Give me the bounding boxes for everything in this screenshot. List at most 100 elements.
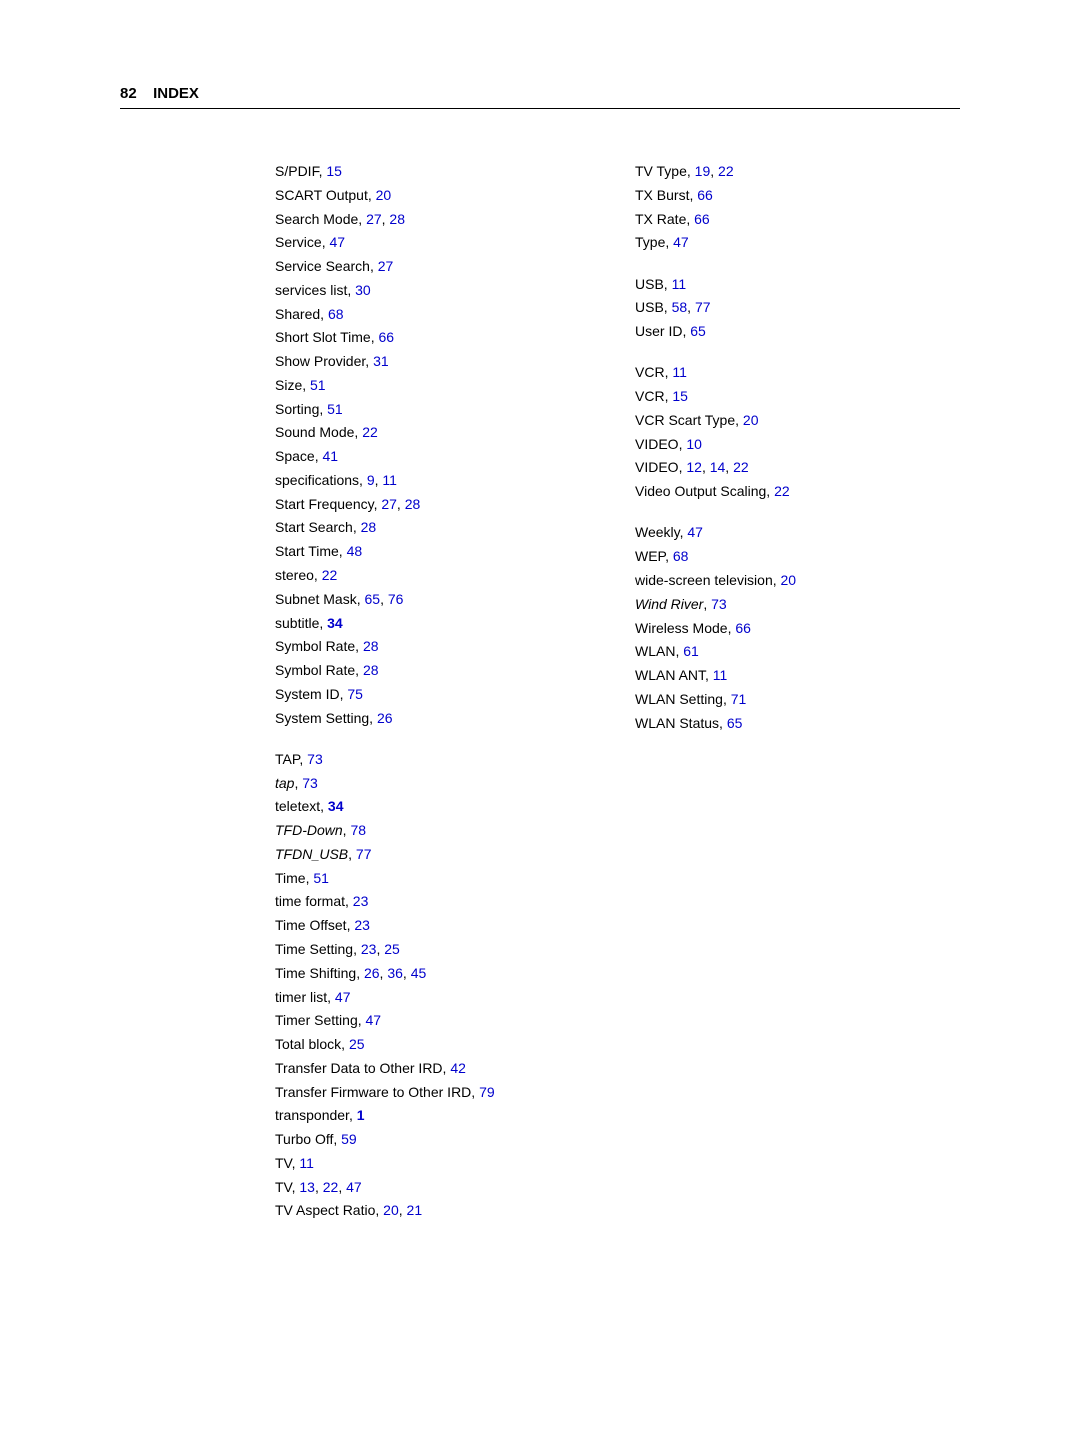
page-ref[interactable]: 22 — [323, 1179, 339, 1195]
page-ref[interactable]: 11 — [672, 276, 687, 292]
page-ref[interactable]: 10 — [686, 436, 702, 452]
separator: , — [333, 1131, 341, 1147]
page-ref[interactable]: 25 — [384, 941, 400, 957]
index-term: Wind River — [635, 596, 703, 612]
page-ref[interactable]: 23 — [361, 941, 377, 957]
page-ref[interactable]: 65 — [727, 715, 743, 731]
page-ref[interactable]: 26 — [364, 965, 380, 981]
page-ref[interactable]: 20 — [376, 187, 392, 203]
page-ref[interactable]: 15 — [326, 163, 342, 179]
page-ref[interactable]: 20 — [781, 572, 797, 588]
page-ref[interactable]: 73 — [307, 751, 323, 767]
page-ref[interactable]: 22 — [362, 424, 378, 440]
page-ref[interactable]: 47 — [346, 1179, 362, 1195]
page-ref[interactable]: 27 — [366, 211, 382, 227]
index-entry: S/PDIF, 15 — [275, 161, 615, 182]
separator: , — [399, 1202, 407, 1218]
page-ref[interactable]: 51 — [313, 870, 329, 886]
page-ref[interactable]: 73 — [711, 596, 727, 612]
page-ref[interactable]: 48 — [347, 543, 363, 559]
index-entry: subtitle, 34 — [275, 613, 615, 634]
page-ref[interactable]: 47 — [329, 234, 345, 250]
page-ref[interactable]: 22 — [322, 567, 338, 583]
page-ref[interactable]: 47 — [673, 234, 689, 250]
index-entry: services list, 30 — [275, 280, 615, 301]
page-ref[interactable]: 71 — [731, 691, 747, 707]
page-ref[interactable]: 27 — [381, 496, 397, 512]
page-ref[interactable]: 66 — [697, 187, 713, 203]
index-term: VCR — [635, 364, 665, 380]
page-ref[interactable]: 41 — [322, 448, 338, 464]
page-ref[interactable]: 42 — [450, 1060, 466, 1076]
page-ref[interactable]: 51 — [310, 377, 326, 393]
page-ref[interactable]: 58 — [672, 299, 688, 315]
page-ref[interactable]: 20 — [383, 1202, 399, 1218]
page-ref[interactable]: 23 — [354, 917, 370, 933]
page-ref[interactable]: 14 — [710, 459, 726, 475]
page-ref[interactable]: 22 — [774, 483, 790, 499]
page-ref[interactable]: 45 — [411, 965, 427, 981]
separator: , — [375, 1202, 383, 1218]
separator: , — [380, 591, 388, 607]
page-ref[interactable]: 77 — [695, 299, 711, 315]
index-entry: Service Search, 27 — [275, 256, 615, 277]
page-ref[interactable]: 47 — [335, 989, 351, 1005]
page-ref[interactable]: 19 — [695, 163, 711, 179]
page-ref[interactable]: 11 — [713, 667, 728, 683]
page-ref[interactable]: 65 — [690, 323, 706, 339]
page-ref[interactable]: 9 — [367, 472, 375, 488]
page-ref[interactable]: 28 — [405, 496, 421, 512]
page-ref[interactable]: 31 — [373, 353, 389, 369]
page-ref[interactable]: 22 — [733, 459, 749, 475]
page-ref[interactable]: 47 — [366, 1012, 382, 1028]
index-entry: tap, 73 — [275, 773, 615, 794]
page-ref[interactable]: 51 — [327, 401, 343, 417]
page-ref[interactable]: 68 — [328, 306, 344, 322]
page-ref[interactable]: 36 — [387, 965, 403, 981]
page-ref[interactable]: 25 — [349, 1036, 365, 1052]
index-term: stereo — [275, 567, 314, 583]
page-ref[interactable]: 59 — [341, 1131, 357, 1147]
page-ref[interactable]: 13 — [299, 1179, 315, 1195]
page-ref[interactable]: 34 — [328, 798, 344, 814]
index-term: S/PDIF — [275, 163, 319, 179]
page-ref[interactable]: 66 — [694, 211, 710, 227]
index-entry: Size, 51 — [275, 375, 615, 396]
page-ref[interactable]: 20 — [743, 412, 759, 428]
page-ref[interactable]: 77 — [356, 846, 372, 862]
page-ref[interactable]: 28 — [363, 638, 379, 654]
page-ref[interactable]: 34 — [327, 615, 343, 631]
index-entry: Symbol Rate, 28 — [275, 636, 615, 657]
page-ref[interactable]: 47 — [687, 524, 703, 540]
page-ref[interactable]: 15 — [672, 388, 688, 404]
page-ref[interactable]: 30 — [355, 282, 371, 298]
separator: , — [397, 496, 405, 512]
page-ref[interactable]: 79 — [479, 1084, 495, 1100]
page-ref[interactable]: 75 — [347, 686, 363, 702]
page-ref[interactable]: 28 — [363, 662, 379, 678]
page-ref[interactable]: 11 — [382, 472, 397, 488]
page-ref[interactable]: 66 — [735, 620, 751, 636]
page-ref[interactable]: 11 — [299, 1155, 314, 1171]
page-ref[interactable]: 78 — [350, 822, 366, 838]
page-ref[interactable]: 73 — [302, 775, 318, 791]
index-entry: System ID, 75 — [275, 684, 615, 705]
page-ref[interactable]: 27 — [378, 258, 394, 274]
page-ref[interactable]: 23 — [353, 893, 369, 909]
page-ref[interactable]: 12 — [686, 459, 702, 475]
page-ref[interactable]: 65 — [365, 591, 381, 607]
page-ref[interactable]: 76 — [388, 591, 404, 607]
page-ref[interactable]: 11 — [672, 364, 687, 380]
page-ref[interactable]: 61 — [683, 643, 699, 659]
index-column: S/PDIF, 15SCART Output, 20Search Mode, 2… — [275, 161, 615, 1224]
page-ref[interactable]: 26 — [377, 710, 393, 726]
page-ref[interactable]: 66 — [378, 329, 394, 345]
page-ref[interactable]: 22 — [718, 163, 734, 179]
page-ref[interactable]: 1 — [357, 1107, 365, 1123]
page-ref[interactable]: 28 — [389, 211, 405, 227]
page-ref[interactable]: 28 — [361, 519, 377, 535]
page-ref[interactable]: 68 — [673, 548, 689, 564]
index-entry: time format, 23 — [275, 891, 615, 912]
index-term: TX Burst — [635, 187, 689, 203]
page-ref[interactable]: 21 — [407, 1202, 423, 1218]
